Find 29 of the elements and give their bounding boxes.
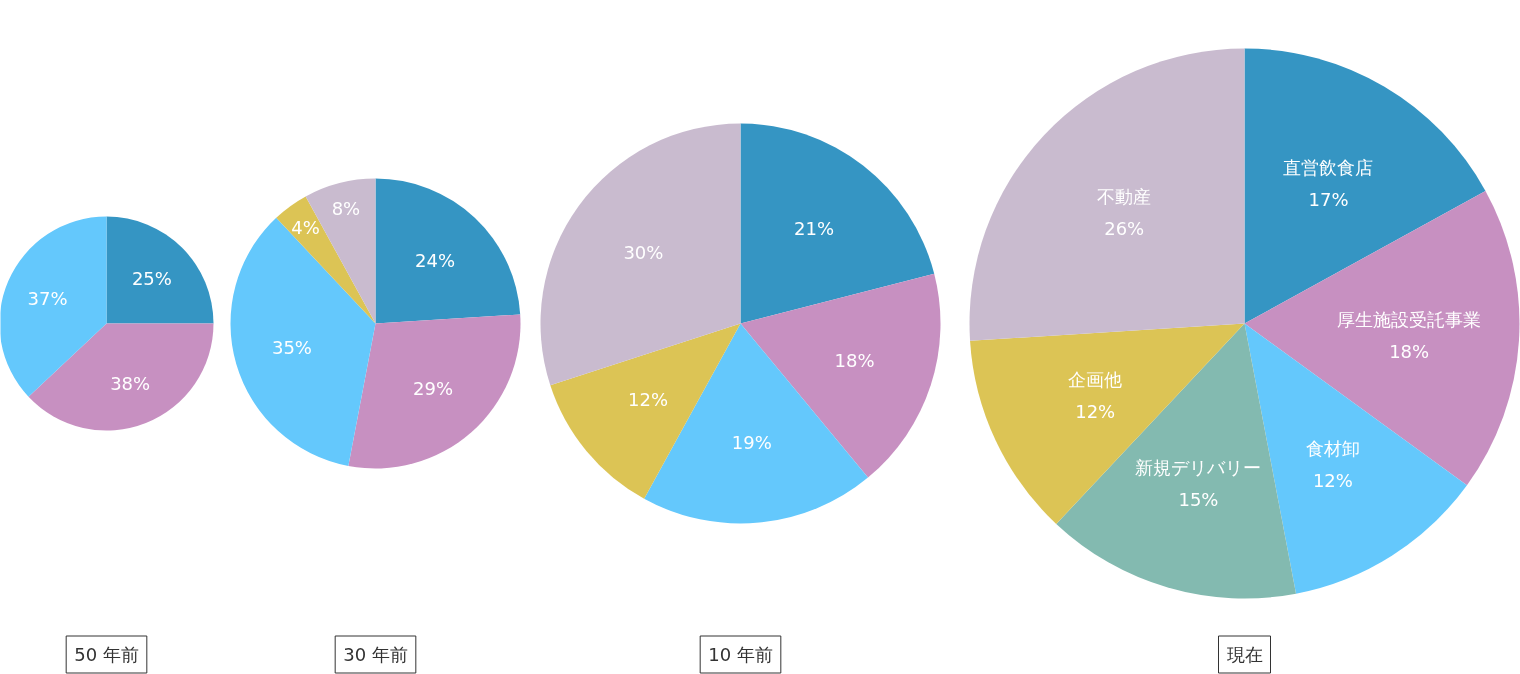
text: 30 年前 — [343, 644, 408, 665]
data-label: 37% — [27, 287, 68, 309]
slice-label: 食材卸 — [1305, 438, 1360, 460]
data-label: 8% — [331, 197, 361, 219]
slice-label: 不動産 — [1097, 186, 1152, 208]
data-label: 18% — [834, 350, 875, 372]
slice-label: 新規デリバリー — [1135, 457, 1262, 479]
data-label: 30% — [623, 242, 664, 264]
text: 50 年前 — [74, 644, 139, 665]
data-label: 17% — [1308, 188, 1349, 210]
slice-label: 企画他 — [1068, 369, 1123, 391]
text: 10 年前 — [708, 644, 773, 665]
data-label: 4% — [291, 216, 320, 238]
data-label: 38% — [110, 372, 151, 394]
data-label: 19% — [731, 432, 772, 454]
slice-label: 厚生施設受託事業 — [1337, 309, 1482, 331]
data-label: 15% — [1178, 489, 1219, 511]
data-label: 25% — [131, 267, 172, 289]
slice-label: 直営飲食店 — [1283, 156, 1374, 178]
data-label: 12% — [1312, 470, 1353, 492]
data-label: 29% — [413, 378, 454, 400]
data-label: 21% — [794, 218, 835, 240]
data-label: 12% — [1075, 401, 1116, 423]
text: 現在 — [1226, 644, 1263, 665]
data-label: 12% — [628, 389, 669, 411]
data-label: 35% — [271, 337, 312, 359]
data-label: 24% — [415, 249, 456, 271]
data-label: 26% — [1104, 218, 1145, 240]
data-label: 18% — [1389, 341, 1430, 363]
